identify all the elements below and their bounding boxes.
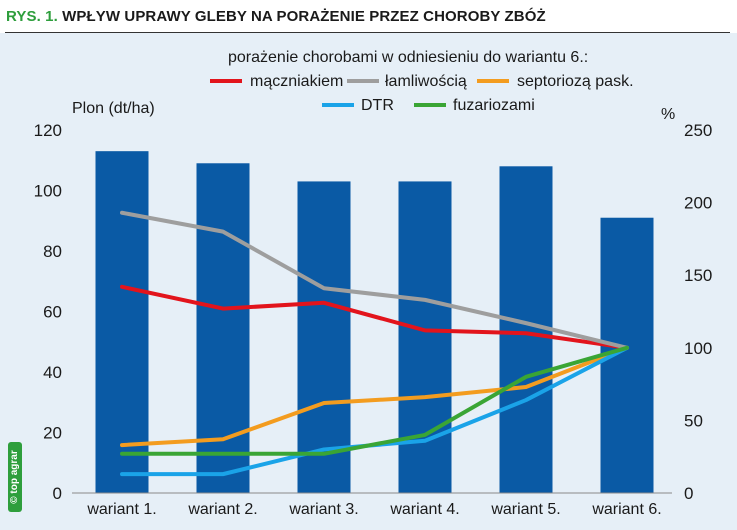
legend-title: porażenie chorobami w odniesieniu do war… <box>228 49 588 66</box>
y-tick-left: 0 <box>53 484 62 503</box>
x-tick-label: wariant 1. <box>86 501 156 518</box>
legend-label: septoriozą pask. <box>517 73 634 90</box>
y-tick-left: 120 <box>34 121 62 140</box>
series-line <box>120 284 629 350</box>
figure-title-text: WPŁYW UPRAWY GLEBY NA PORAŻENIE PRZEZ CH… <box>62 8 546 25</box>
series-line <box>120 210 629 350</box>
figure-label: RYS. 1. <box>6 8 58 25</box>
series-line <box>120 345 629 448</box>
watermark: © top agrar <box>8 442 22 512</box>
x-tick-label: wariant 3. <box>288 501 358 518</box>
x-tick-label: wariant 6. <box>591 501 661 518</box>
figure-title: RYS. 1. WPŁYW UPRAWY GLEBY NA PORAŻENIE … <box>6 8 546 25</box>
x-tick-label: wariant 2. <box>187 501 257 518</box>
title-rule <box>5 32 730 33</box>
bar <box>398 181 452 494</box>
legend-label: DTR <box>361 97 394 114</box>
bar <box>196 163 250 493</box>
legend-label: łamliwością <box>385 73 467 90</box>
legend-label: fuzariozami <box>453 97 535 114</box>
y-axis-right-label: % <box>661 106 675 123</box>
y-tick-right: 100 <box>684 339 712 358</box>
y-tick-right: 0 <box>684 484 693 503</box>
y-tick-left: 100 <box>34 182 62 201</box>
x-tick-label: wariant 4. <box>389 501 459 518</box>
y-tick-left: 60 <box>43 303 62 322</box>
y-tick-right: 150 <box>684 266 712 285</box>
bar <box>95 151 149 494</box>
x-tick-label: wariant 5. <box>490 501 560 518</box>
y-tick-left: 40 <box>43 363 62 382</box>
y-tick-left: 80 <box>43 242 62 261</box>
series-line <box>120 345 629 456</box>
bar <box>297 181 351 494</box>
y-tick-right: 50 <box>684 411 703 430</box>
legend-label: mączniakiem <box>250 73 343 90</box>
y-tick-right: 250 <box>684 121 712 140</box>
y-tick-left: 20 <box>43 424 62 443</box>
y-tick-right: 200 <box>684 194 712 213</box>
y-axis-left-label: Plon (dt/ha) <box>72 100 155 117</box>
bar <box>499 166 553 494</box>
